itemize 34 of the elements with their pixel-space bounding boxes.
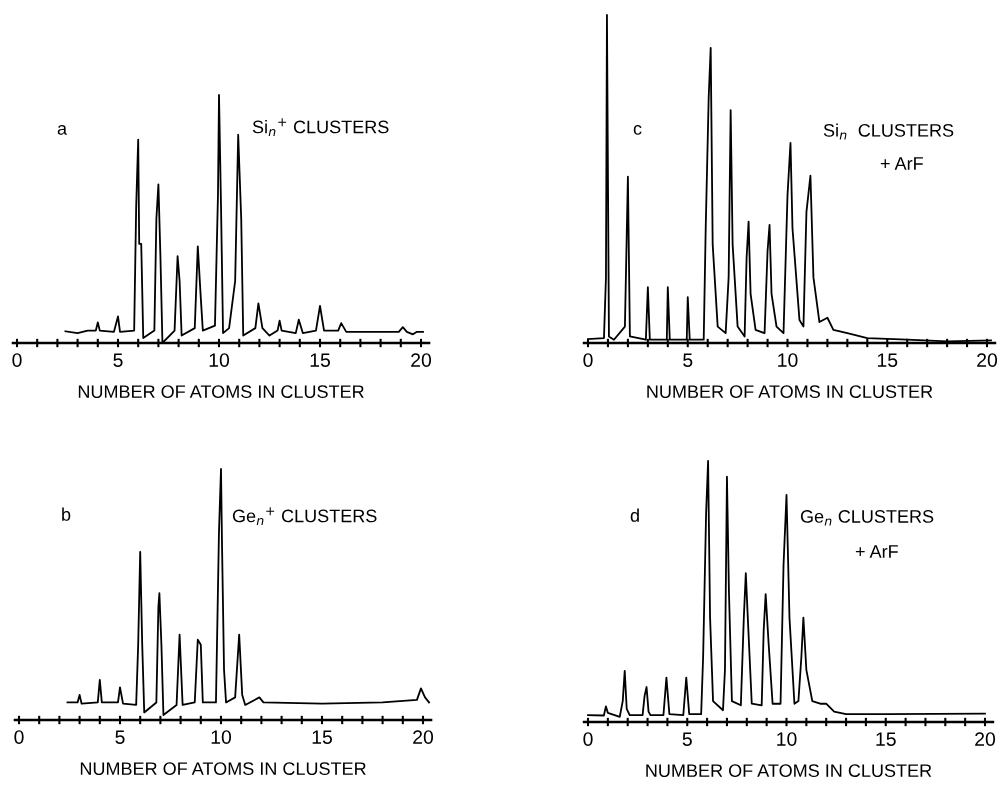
annotation: Si$_{n}$$^{+}$ CLUSTERS xyxy=(252,118,389,137)
x-tick-label: 5 xyxy=(113,353,123,367)
x-tick-label: 15 xyxy=(876,732,896,746)
x-tick-label: 5 xyxy=(683,353,693,367)
x-tick-label: 15 xyxy=(310,353,330,367)
x-axis-title: NUMBER OF ATOMS IN CLUSTER xyxy=(78,385,364,398)
x-tick-label: 20 xyxy=(975,732,996,746)
annotation: + ArF xyxy=(880,157,923,170)
x-tick-label: 10 xyxy=(209,353,230,367)
x-tick-label: 10 xyxy=(777,732,797,746)
x-tick-label: 20 xyxy=(977,353,998,367)
x-tick-label: 20 xyxy=(413,730,434,744)
x-tick-label: 15 xyxy=(312,730,332,744)
annotation: a xyxy=(57,124,68,135)
annotation: c xyxy=(633,124,642,135)
x-axis-title: NUMBER OF ATOMS IN CLUSTER xyxy=(80,762,366,775)
x-tick-label: 0 xyxy=(14,730,24,744)
x-tick-label: 20 xyxy=(411,353,432,367)
annotation: b xyxy=(62,507,71,521)
annotation: d xyxy=(630,508,639,522)
x-tick-label: 10 xyxy=(211,730,232,744)
x-tick-label: 0 xyxy=(583,732,593,746)
x-tick-label: 5 xyxy=(682,732,692,746)
x-axis-title: NUMBER OF ATOMS IN CLUSTER xyxy=(647,385,933,398)
x-tick-label: 0 xyxy=(12,353,22,367)
annotation: + ArF xyxy=(855,545,898,558)
annotation: Ge$_{n}$ CLUSTERS xyxy=(800,510,934,526)
x-tick-label: 10 xyxy=(778,353,798,367)
x-tick-label: 15 xyxy=(877,353,898,367)
x-tick-label: 0 xyxy=(583,353,593,367)
x-axis-title: NUMBER OF ATOMS IN CLUSTER xyxy=(646,764,932,777)
annotation: Ge$_{n}$$^{+}$ CLUSTERS xyxy=(232,507,377,526)
x-tick-label: 5 xyxy=(115,730,125,744)
annotation: Si$_{n}$ CLUSTERS xyxy=(823,123,954,140)
